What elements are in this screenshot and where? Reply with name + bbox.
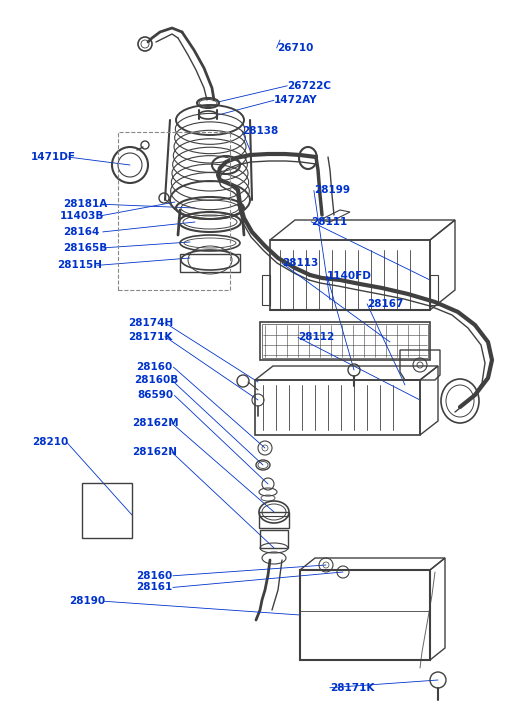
Text: 28111: 28111 xyxy=(311,217,347,227)
Text: 28162M: 28162M xyxy=(132,418,179,428)
Text: 28112: 28112 xyxy=(298,332,334,342)
Text: 28181A: 28181A xyxy=(63,199,107,209)
Bar xyxy=(180,254,240,272)
Text: 28115H: 28115H xyxy=(57,260,103,270)
Text: 11403B: 11403B xyxy=(60,211,104,221)
Text: 28160: 28160 xyxy=(136,362,172,372)
Text: 28171K: 28171K xyxy=(128,332,172,342)
Bar xyxy=(255,380,420,435)
Text: 28174H: 28174H xyxy=(128,318,173,328)
Bar xyxy=(430,275,438,305)
Text: 28161: 28161 xyxy=(136,582,172,593)
Text: 28199: 28199 xyxy=(314,185,350,196)
Bar xyxy=(262,324,428,358)
Text: 26710: 26710 xyxy=(277,43,313,53)
Text: 28162N: 28162N xyxy=(132,447,177,457)
Bar xyxy=(118,132,230,290)
Text: 28167: 28167 xyxy=(367,299,403,309)
Bar xyxy=(300,570,430,660)
Text: 86590: 86590 xyxy=(137,390,173,401)
Text: 28171K: 28171K xyxy=(330,683,374,693)
Text: 28190: 28190 xyxy=(69,596,105,606)
Bar xyxy=(82,483,132,538)
Text: 28165B: 28165B xyxy=(63,243,107,253)
Text: 26722C: 26722C xyxy=(287,81,331,91)
Text: 28113: 28113 xyxy=(282,258,318,268)
Bar xyxy=(260,322,430,360)
Bar xyxy=(270,240,430,310)
Bar xyxy=(262,275,270,305)
Text: 28160: 28160 xyxy=(136,571,172,581)
Bar xyxy=(260,530,288,548)
Text: 1472AY: 1472AY xyxy=(274,95,318,105)
Text: 1471DF: 1471DF xyxy=(31,152,76,162)
Text: 28160B: 28160B xyxy=(135,375,179,385)
Text: 28164: 28164 xyxy=(63,227,99,237)
Text: 1140FD: 1140FD xyxy=(327,271,372,281)
Text: 28210: 28210 xyxy=(32,437,68,447)
Text: 28138: 28138 xyxy=(242,126,278,136)
Bar xyxy=(259,512,289,528)
